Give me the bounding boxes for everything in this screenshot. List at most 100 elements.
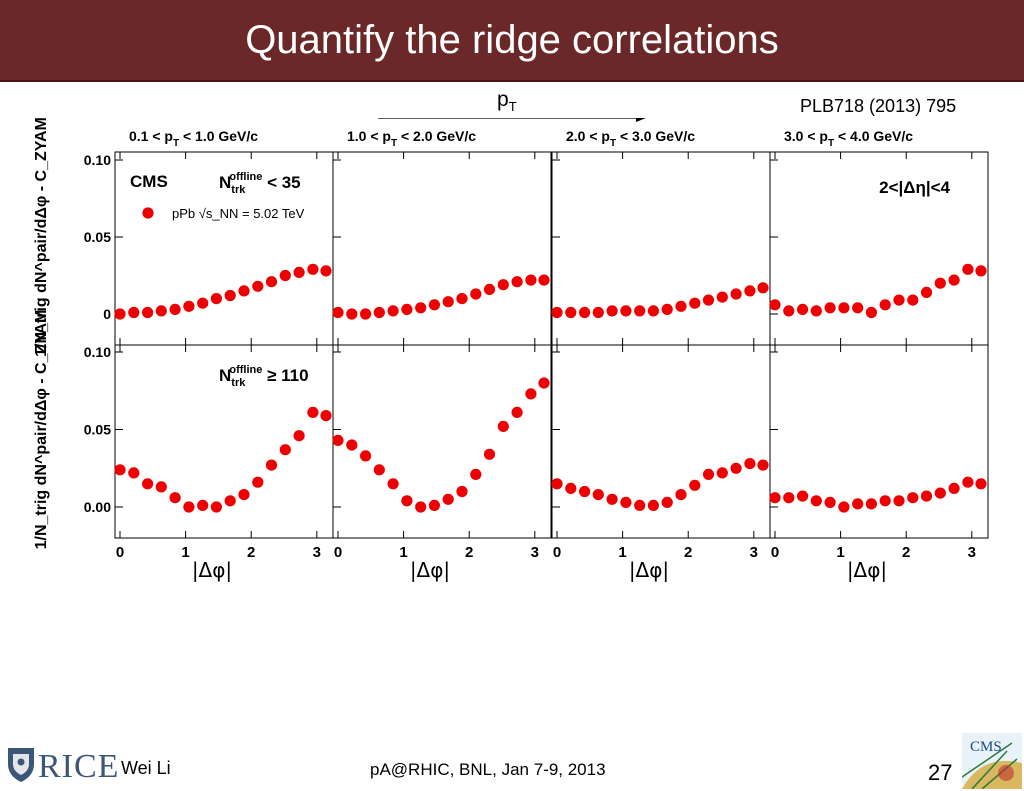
data-point [415, 501, 427, 513]
data-point [497, 279, 509, 291]
data-point [783, 492, 795, 504]
panel-frame [332, 344, 552, 539]
x-axis-label: |Δφ| [192, 558, 232, 582]
data-point [169, 492, 181, 504]
data-point [197, 297, 209, 309]
data-point [730, 288, 742, 300]
data-point [757, 459, 769, 471]
data-point [579, 485, 591, 498]
pt-bin-label: 2.0 < pT < 3.0 GeV/c [566, 128, 695, 149]
data-point [346, 308, 358, 320]
data-point [442, 493, 454, 505]
data-point [606, 493, 618, 505]
data-point [483, 448, 496, 460]
data-point [865, 306, 878, 319]
data-point [934, 277, 946, 289]
data-point [497, 420, 509, 432]
page-number: 27 [928, 760, 953, 785]
data-point [893, 294, 905, 306]
data-point [293, 266, 305, 278]
y-tick-label: 0.00 [84, 499, 111, 515]
x-tick-label: 0 [334, 544, 342, 561]
data-point [511, 406, 523, 418]
data-point [879, 299, 891, 311]
data-point [525, 388, 537, 400]
x-tick-label: 2 [247, 544, 255, 561]
x-tick-label: 2 [684, 544, 692, 561]
data-point [675, 489, 687, 501]
cms-experiment-label: CMS [130, 172, 168, 191]
data-point [155, 305, 167, 317]
legend-marker [142, 207, 154, 219]
pt-arrow-label: pT [497, 88, 517, 114]
x-axis-label: |Δφ| [410, 558, 450, 582]
panel-frame [551, 344, 771, 539]
data-point [442, 296, 454, 308]
data-point [838, 501, 850, 513]
data-point [592, 489, 604, 501]
x-tick-label: 1 [836, 544, 844, 561]
data-point [934, 487, 946, 499]
data-point [634, 499, 646, 511]
data-point [142, 306, 154, 319]
y-tick-label: 0 [103, 306, 111, 322]
data-point [620, 305, 632, 317]
data-point [565, 306, 577, 319]
data-point [387, 305, 399, 317]
data-point [538, 274, 550, 286]
x-tick-label: 1 [618, 544, 626, 561]
data-point [797, 303, 809, 315]
data-point [975, 478, 987, 490]
data-point [128, 467, 140, 479]
cms-logo-icon: CMS [962, 733, 1022, 789]
data-point [183, 501, 195, 513]
data-point [975, 265, 987, 277]
data-point [647, 499, 660, 511]
data-point [689, 297, 701, 309]
x-tick-label: 1 [399, 544, 407, 561]
data-point [920, 286, 933, 298]
rice-logo-text: RICE [38, 748, 120, 785]
data-point [428, 299, 440, 311]
data-point [332, 434, 344, 446]
pt-bin-label: 1.0 < pT < 2.0 GeV/c [347, 128, 476, 149]
data-point [907, 294, 919, 306]
data-point [716, 291, 728, 303]
data-point [155, 481, 167, 493]
y-axis-label: 1/N_trig dN^pair/dΔφ - C_ZYAM [33, 118, 50, 357]
data-point [852, 498, 864, 510]
x-tick-label: 0 [116, 544, 124, 561]
data-point [238, 489, 250, 501]
data-point [142, 478, 154, 490]
data-point [565, 482, 577, 494]
y-tick-label: 0.05 [84, 422, 111, 438]
data-point [114, 464, 126, 476]
data-point [769, 492, 781, 504]
pt-arrow-label-main: p [497, 88, 509, 111]
x-tick-label: 3 [313, 544, 321, 561]
data-point [579, 306, 591, 319]
data-point [360, 450, 372, 462]
title-bar: Quantify the ridge correlations [0, 0, 1024, 82]
data-point [744, 458, 756, 470]
data-point [169, 303, 181, 315]
pt-bin-label: 0.1 < pT < 1.0 GeV/c [129, 128, 258, 149]
data-point [620, 496, 632, 508]
data-point [224, 289, 236, 302]
data-point [592, 306, 604, 319]
y-axis-label: 1/N_trig dN^pair/dΔφ - C_ZYAM [33, 310, 50, 550]
data-point [797, 490, 809, 502]
data-point [893, 495, 905, 507]
data-point [824, 496, 836, 508]
data-point [689, 479, 701, 491]
data-point [401, 303, 413, 315]
x-tick-label: 3 [968, 544, 976, 561]
cms-logo-text: CMS [970, 739, 1002, 755]
x-tick-label: 2 [902, 544, 910, 561]
data-point [810, 495, 822, 507]
data-point [238, 285, 250, 297]
data-point [415, 302, 427, 314]
data-point [744, 285, 756, 297]
data-point [783, 305, 795, 317]
data-point [252, 280, 264, 292]
